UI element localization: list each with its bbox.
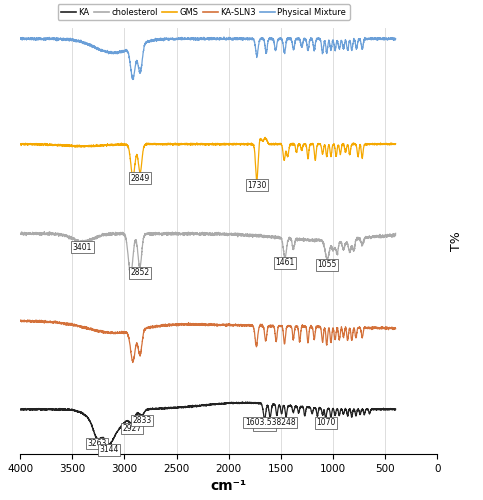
Text: 1730: 1730 bbox=[247, 181, 267, 190]
Text: 3401: 3401 bbox=[73, 243, 92, 252]
Text: 3144: 3144 bbox=[99, 446, 119, 454]
Legend: KA, cholesterol, GMS, KA-SLN3, Physical Mixture: KA, cholesterol, GMS, KA-SLN3, Physical … bbox=[57, 4, 350, 20]
Text: 2927: 2927 bbox=[122, 424, 142, 433]
Text: 3263: 3263 bbox=[87, 439, 107, 448]
Text: 1603.538248: 1603.538248 bbox=[245, 418, 296, 427]
Text: T%: T% bbox=[450, 231, 463, 250]
Text: 2852: 2852 bbox=[130, 268, 149, 277]
Text: 1070: 1070 bbox=[316, 418, 335, 428]
Text: 2849: 2849 bbox=[130, 174, 150, 182]
Text: 1656: 1656 bbox=[255, 420, 274, 429]
Text: 1461: 1461 bbox=[275, 258, 295, 267]
X-axis label: cm⁻¹: cm⁻¹ bbox=[211, 479, 247, 493]
Text: 2833: 2833 bbox=[132, 416, 151, 425]
Text: 1055: 1055 bbox=[318, 260, 337, 270]
